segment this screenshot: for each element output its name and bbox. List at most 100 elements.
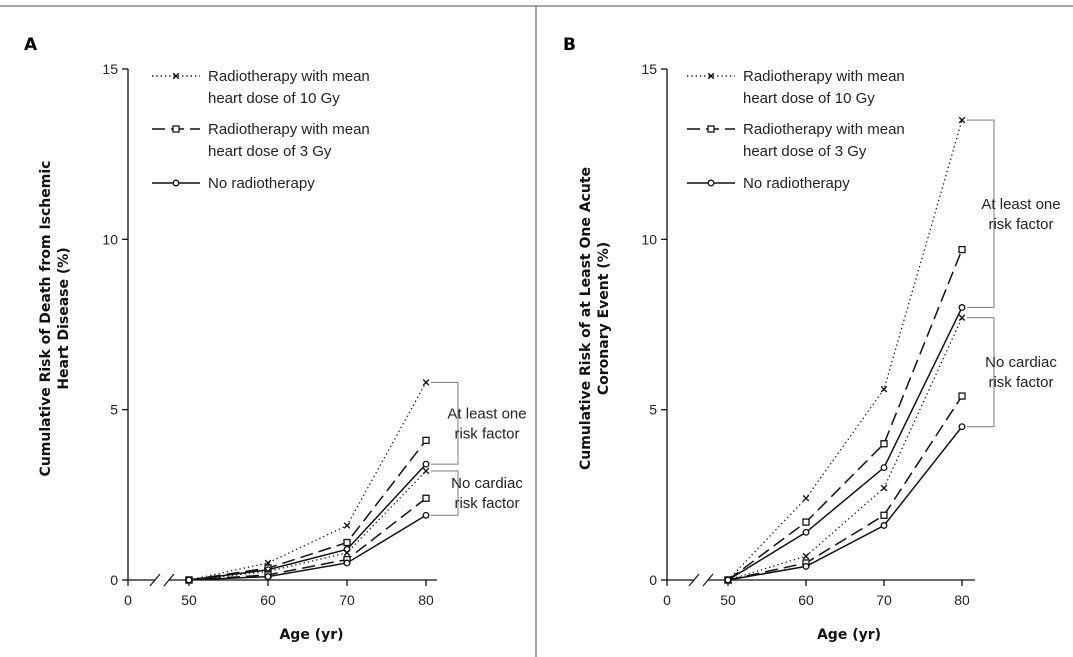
x-tick-label: 70 — [339, 592, 355, 608]
y-axis-title-line: Cumulative Risk of at Least One Acute — [578, 167, 594, 470]
legend-label-line: Radiotherapy with mean — [208, 121, 370, 138]
group-bracket — [967, 119, 995, 309]
x-axis-break — [149, 573, 175, 587]
x-tick-label: 50 — [720, 592, 736, 608]
data-point — [958, 245, 966, 254]
y-tick-label: 5 — [649, 402, 657, 418]
group-label: At least one risk factor — [447, 405, 526, 442]
legend-label-line: Radiotherapy with mean — [743, 121, 905, 138]
series-line — [727, 249, 963, 581]
data-point — [880, 464, 888, 472]
panel-label: B — [563, 35, 576, 55]
x-tick-label: 50 — [181, 592, 197, 608]
y-tick-label: 0 — [649, 572, 657, 588]
data-point — [343, 538, 351, 547]
x-tick-label: 70 — [876, 592, 892, 608]
legend-label-line: Radiotherapy with mean — [208, 68, 370, 85]
y-tick-label: 10 — [102, 231, 118, 247]
series-line — [188, 514, 427, 581]
series-line — [188, 382, 427, 581]
data-point — [802, 528, 810, 536]
legend-label-line: heart dose of 10 Gy — [208, 90, 340, 107]
x-tick-label: 0 — [124, 592, 132, 608]
data-point — [343, 549, 351, 557]
y-axis-title: Cumulative Risk of at Least One Acute Cor… — [578, 167, 612, 470]
data-point — [880, 440, 888, 448]
group-label: No cardiac risk factor — [451, 475, 523, 512]
y-tick-label: 15 — [102, 61, 118, 77]
data-point — [264, 573, 272, 581]
y-tick-label: 15 — [641, 61, 657, 77]
series-line — [727, 317, 963, 581]
y-tick-label: 5 — [110, 402, 118, 418]
data-point — [802, 518, 810, 526]
y-axis-title: Cumulative Risk of Death from Ischemic He… — [38, 161, 72, 477]
legend-label: No radiotherapy — [743, 175, 850, 192]
group-label-line: risk factor — [988, 216, 1053, 233]
data-point — [880, 522, 888, 529]
y-axis-title-line: Cumulative Risk of Death from Ischemic — [38, 161, 54, 477]
group-label-line: risk factor — [454, 425, 519, 442]
group-label-line: risk factor — [988, 374, 1053, 391]
series-line — [727, 119, 963, 581]
legend-label: Radiotherapy with mean heart dose of 3 Gy — [743, 121, 905, 160]
group-label-line: At least one — [447, 405, 526, 422]
data-point — [422, 511, 430, 519]
y-axis-title-line: Heart Disease (%) — [56, 247, 72, 389]
group-label-line: No cardiac — [985, 354, 1057, 371]
data-point — [343, 559, 351, 567]
panel-b: B 0 5 10 15 0 50 60 70 80 Age (yr) Cumulative Risk … — [563, 35, 1061, 643]
series-line — [188, 470, 427, 581]
x-tick-label: 60 — [260, 592, 276, 608]
data-point — [185, 576, 193, 584]
data-point — [422, 494, 430, 502]
x-tick-label: 60 — [798, 592, 814, 608]
legend-label-line: No radiotherapy — [743, 175, 850, 192]
x-axis-break — [688, 573, 714, 587]
group-bracket — [431, 470, 459, 516]
x-axis-title: Age (yr) — [817, 627, 881, 643]
legend-label-line: heart dose of 3 Gy — [743, 143, 867, 160]
series-line — [727, 307, 963, 581]
legend-label: Radiotherapy with mean heart dose of 10 G… — [743, 68, 905, 107]
x-axis-title: Age (yr) — [279, 627, 343, 643]
legend-label: No radiotherapy — [208, 175, 315, 192]
data-point — [958, 116, 966, 124]
data-point — [958, 392, 966, 400]
series-line — [727, 426, 963, 581]
legend-label: Radiotherapy with mean heart dose of 10 G… — [208, 68, 370, 107]
data-point — [802, 552, 810, 560]
series-line — [188, 463, 427, 581]
data-point — [958, 314, 966, 321]
y-tick-label: 10 — [641, 231, 657, 247]
legend-marker — [172, 125, 180, 133]
legend-marker — [172, 72, 180, 80]
data-point — [880, 511, 888, 519]
x-tick-label: 0 — [663, 592, 671, 608]
data-point — [880, 484, 888, 492]
legend-marker — [707, 72, 715, 80]
data-point — [422, 379, 430, 386]
data-point — [958, 304, 966, 311]
series-line — [188, 497, 427, 581]
group-label-line: No cardiac — [451, 475, 523, 492]
legend-label-line: heart dose of 3 Gy — [208, 143, 332, 160]
data-point — [343, 522, 351, 529]
data-point — [422, 467, 430, 475]
legend-label: Radiotherapy with mean heart dose of 3 Gy — [208, 121, 370, 160]
legend-label-line: heart dose of 10 Gy — [743, 90, 875, 107]
legend-label-line: No radiotherapy — [208, 175, 315, 192]
series-line — [188, 439, 427, 581]
x-tick-label: 80 — [954, 592, 970, 608]
group-label-line: risk factor — [454, 495, 519, 512]
data-point — [422, 460, 430, 468]
legend-marker — [172, 179, 180, 187]
panel-a: A 0 5 10 15 0 50 60 70 80 Age (yr) Cumulative Risk … — [24, 35, 527, 643]
legend-marker — [707, 179, 715, 187]
legend-marker — [707, 125, 715, 133]
data-point — [422, 436, 430, 444]
panel-label: A — [24, 35, 38, 55]
group-label: No cardiac risk factor — [985, 354, 1057, 391]
data-point — [958, 423, 966, 431]
